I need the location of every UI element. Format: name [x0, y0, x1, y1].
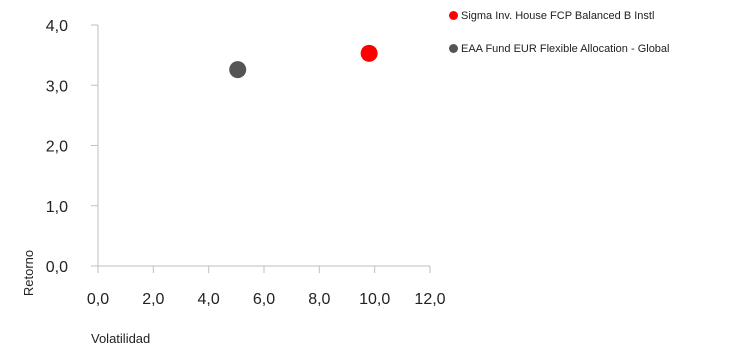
data-point [229, 61, 247, 79]
x-tick-label: 8,0 [308, 291, 330, 308]
y-tick-label: 2,0 [46, 139, 68, 156]
legend-label: Sigma Inv. House FCP Balanced B Instl [461, 9, 655, 22]
legend-item: Sigma Inv. House FCP Balanced B Instl [449, 6, 670, 25]
y-axis-title: Retorno [21, 250, 36, 296]
x-tick-label: 12,0 [414, 291, 445, 308]
x-tick-label: 10,0 [359, 291, 390, 308]
y-tick-label: 0,0 [46, 259, 68, 276]
legend-label: EAA Fund EUR Flexible Allocation - Globa… [461, 42, 670, 55]
legend-marker [449, 44, 458, 53]
legend-item: EAA Fund EUR Flexible Allocation - Globa… [449, 39, 670, 58]
legend-marker [449, 11, 458, 20]
y-tick-label: 3,0 [46, 78, 68, 95]
x-tick-label: 6,0 [253, 291, 275, 308]
legend: Sigma Inv. House FCP Balanced B Instl EA… [449, 6, 670, 72]
x-axis-title: Volatilidad [91, 331, 150, 346]
x-tick-label: 4,0 [198, 291, 220, 308]
y-tick-label: 1,0 [46, 199, 68, 216]
data-points [229, 44, 378, 79]
x-tick-label: 2,0 [142, 291, 164, 308]
y-tick-label: 4,0 [46, 18, 68, 35]
x-tick-label: 0,0 [87, 291, 109, 308]
axes: 0,0 1,0 2,0 3,0 4,0 0,0 2,0 4,0 6,0 8,0 10,0 12,0 [46, 18, 446, 308]
data-point [360, 44, 378, 62]
